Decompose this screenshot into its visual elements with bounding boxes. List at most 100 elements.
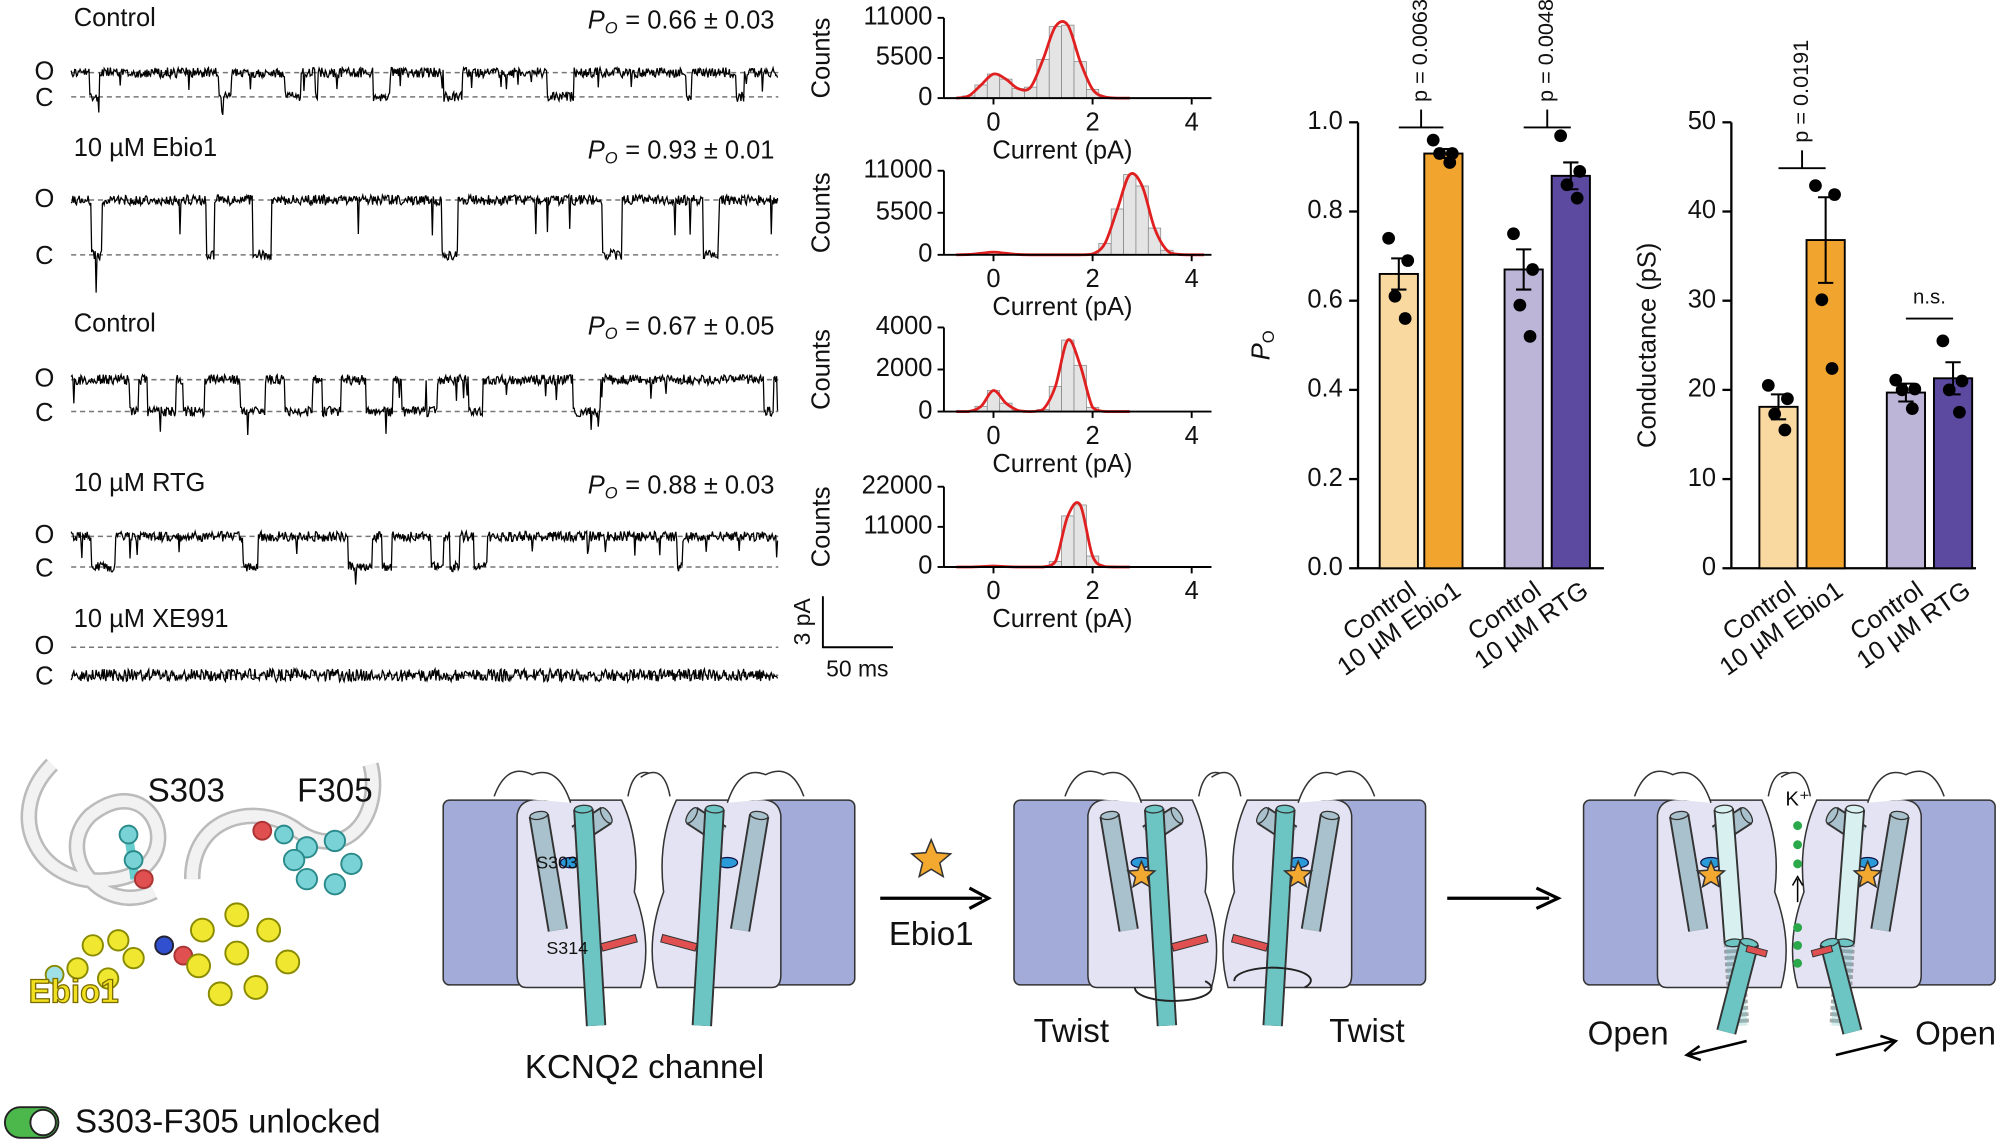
ligand-star	[1126, 859, 1157, 889]
open-level-label: O	[34, 521, 54, 549]
open-level-label: O	[34, 57, 54, 85]
y-tick-label: 2000	[876, 354, 933, 382]
po-subscript: O	[605, 149, 618, 168]
data-point	[1426, 133, 1440, 147]
data-point	[1778, 423, 1792, 437]
y-tick-label: 11000	[864, 3, 933, 31]
scale-bar	[821, 596, 893, 649]
y-tick-label: 1.0	[1307, 107, 1342, 135]
atom	[66, 957, 89, 980]
helix	[731, 814, 768, 932]
atom	[282, 848, 306, 872]
x-axis-label: Current (pA)	[992, 450, 1132, 478]
gate-residue	[1230, 933, 1269, 952]
atom	[224, 902, 250, 928]
atom	[44, 964, 65, 985]
bar	[1378, 272, 1419, 570]
po-symbol: P	[588, 136, 605, 164]
po-value: = 0.67 ± 0.05	[625, 312, 774, 340]
residue-label: S314	[546, 938, 588, 958]
ion-arrow	[1791, 875, 1804, 903]
y-axis-label: Counts	[808, 329, 836, 410]
atom	[256, 917, 282, 943]
data-point	[1815, 293, 1829, 307]
current-trace	[70, 192, 779, 293]
atom	[189, 917, 215, 943]
helix	[1718, 940, 1758, 1035]
fit-curve	[956, 20, 1130, 100]
loop	[1211, 770, 1376, 803]
y-tick-label: 0.0	[1307, 553, 1342, 581]
open-label: Open	[1588, 1016, 1669, 1053]
data-point	[1443, 156, 1457, 169]
x-tick-label: 2	[1086, 422, 1100, 450]
helix-cap	[1825, 807, 1839, 824]
y-tick-label: 0	[918, 83, 932, 111]
data-point	[1573, 165, 1587, 178]
significance-label: p = 0.0191	[1788, 40, 1813, 143]
open-level-label: O	[34, 364, 54, 392]
diagram-caption: KCNQ2 channel	[525, 1049, 764, 1086]
helix-cap	[1256, 807, 1269, 824]
bar	[1932, 377, 1974, 570]
ion	[1793, 940, 1803, 950]
open-label: Open	[1915, 1016, 1996, 1053]
error-bar	[1516, 248, 1532, 291]
bar	[1423, 152, 1464, 570]
y-tick-label: 20	[1688, 375, 1716, 403]
helix	[1715, 808, 1743, 944]
po-symbol: P	[588, 471, 605, 499]
y-tick-label: 0.2	[1307, 464, 1342, 492]
toggle-knob	[29, 1108, 57, 1137]
y-tick-label: 0.6	[1307, 285, 1342, 313]
y-tick-label: 4000	[876, 312, 933, 340]
x-tick-label: 4	[1185, 422, 1199, 450]
data-point	[1554, 129, 1567, 143]
current-trace	[70, 529, 779, 585]
gate-residue	[660, 933, 698, 952]
atom	[323, 873, 347, 896]
x-tick-label: 0	[986, 422, 1000, 450]
y-tick-label: 0	[918, 552, 932, 580]
helix-cap	[599, 807, 613, 824]
y-tick-label: 0	[918, 240, 932, 268]
bar	[1503, 268, 1544, 570]
data-point	[1768, 407, 1782, 421]
data-point	[1401, 254, 1415, 267]
ribbon	[23, 760, 164, 904]
residue-label: F305	[297, 772, 372, 809]
data-point	[1382, 231, 1395, 245]
data-point	[1526, 263, 1539, 276]
atom	[295, 868, 319, 891]
helix-cap	[529, 810, 549, 821]
x-tick-label: 4	[1185, 577, 1199, 605]
gate-residue	[600, 933, 638, 952]
data-point	[1507, 227, 1520, 241]
atom	[118, 824, 139, 845]
histogram-bar	[1110, 208, 1124, 256]
helix	[575, 808, 605, 1027]
data-point	[1908, 382, 1922, 396]
twist-arrow	[1134, 980, 1213, 1002]
data-point	[1828, 188, 1841, 201]
helix-cap	[1275, 804, 1295, 814]
twist-label: Twist	[1329, 1013, 1404, 1050]
data-point	[1761, 379, 1775, 392]
atom	[224, 940, 250, 966]
bar	[1885, 391, 1926, 570]
helix-cap	[1740, 807, 1754, 824]
data-point	[1825, 362, 1839, 375]
data-point	[1942, 383, 1956, 397]
gate-residue	[1171, 933, 1209, 952]
data-point	[1388, 289, 1402, 303]
helix-cap	[1845, 804, 1865, 814]
ion-label: K⁺	[1785, 789, 1809, 811]
current-trace	[70, 372, 779, 436]
significance-label: p = 0.0063	[1407, 0, 1432, 102]
helix	[1101, 814, 1137, 932]
y-axis-label: Counts	[808, 18, 836, 99]
ligand-star	[1282, 859, 1314, 889]
atom	[274, 824, 294, 845]
po-value: = 0.88 ± 0.03	[625, 471, 774, 499]
